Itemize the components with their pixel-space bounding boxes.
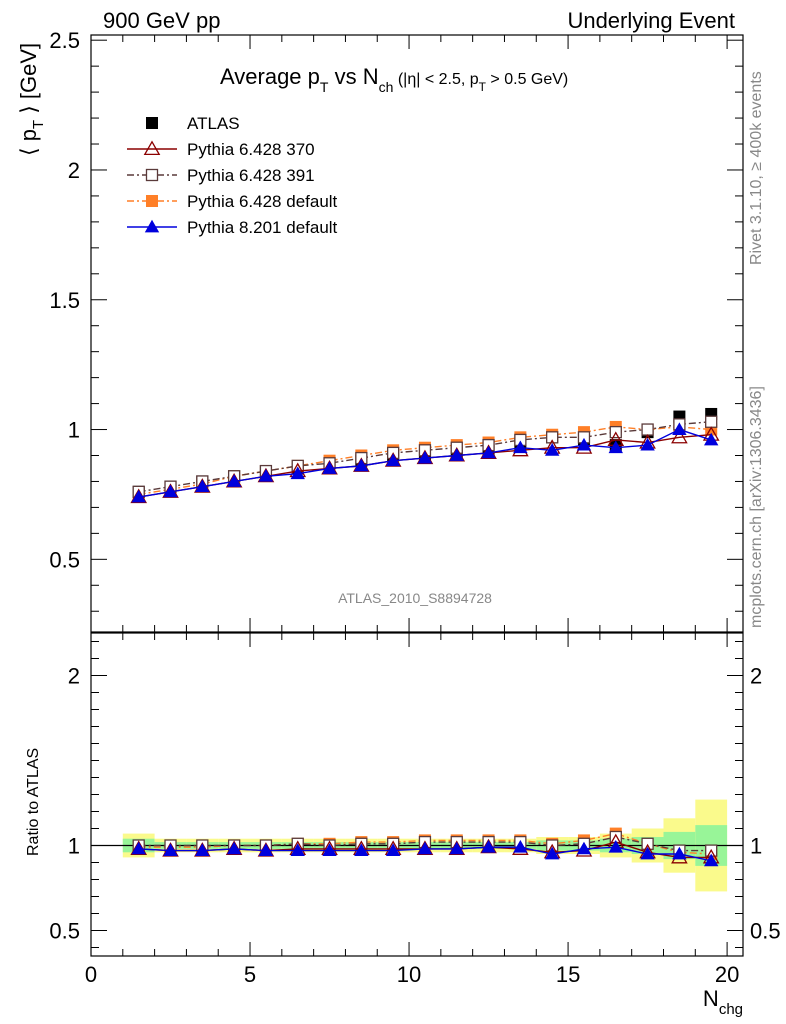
x-tick-label: 0 <box>85 962 97 987</box>
data-point <box>513 440 528 454</box>
data-point <box>705 415 718 428</box>
data-point <box>481 840 496 853</box>
legend-marker <box>144 219 160 233</box>
data-point <box>226 841 242 855</box>
main-panel-frame <box>90 34 744 633</box>
data-point <box>195 843 210 856</box>
ratio-y-tick-label: 1 <box>68 834 80 859</box>
legend-marker <box>145 168 159 182</box>
data-point <box>195 479 210 493</box>
legend-entry: ATLAS <box>146 114 240 133</box>
ratio-y-tick-label-right: 2 <box>750 664 762 689</box>
header-right: Underlying Event <box>567 8 735 33</box>
x-tick-label: 10 <box>397 962 421 987</box>
x-tick-label: 20 <box>715 962 739 987</box>
data-point <box>481 445 496 459</box>
data-point <box>322 461 337 474</box>
x-tick-label: 5 <box>244 962 256 987</box>
data-point <box>671 428 688 444</box>
data-point <box>449 448 464 461</box>
ratio-y-tick-label-right: 0.5 <box>750 919 781 944</box>
data-point <box>385 453 401 467</box>
mcplots-label: mcplots.cern.ch [arXiv:1306.3436] <box>748 386 765 628</box>
legend-label: Pythia 6.428 default <box>187 192 338 211</box>
data-point <box>417 450 433 464</box>
data-point <box>258 469 274 482</box>
y-tick-label: 1.5 <box>49 288 80 313</box>
data-point <box>163 484 178 498</box>
axes: 0 5 10 15 20 0.5 1 1.5 2 2.5 0.5 0.5 1 1 2 2 <box>49 28 780 987</box>
x-tick-label: 15 <box>556 962 580 987</box>
analysis-watermark: ATLAS_2010_S8894728 <box>338 590 492 606</box>
legend-label: Pythia 6.428 391 <box>187 166 315 185</box>
data-point <box>322 843 337 856</box>
data-point <box>608 440 623 454</box>
data-point <box>546 431 559 444</box>
ratio-panel-frame <box>90 632 744 957</box>
data-point <box>226 474 242 487</box>
y-tick-label: 0.5 <box>49 547 80 572</box>
data-point <box>131 489 146 503</box>
legend-label: Pythia 6.428 370 <box>187 140 315 159</box>
ratio-y-tick-label: 0.5 <box>49 919 80 944</box>
rivet-label: Rivet 3.1.10, ≥ 400k events <box>748 71 765 265</box>
main-series-pythia-6-428-370 <box>130 426 720 504</box>
data-point <box>544 443 560 456</box>
legend: ATLAS Pythia 6.428 370 Pythia 6.428 391 Pyt… <box>127 114 338 237</box>
data-point <box>672 846 687 860</box>
legend-entry: Pythia 6.428 391 <box>127 166 315 185</box>
ratio-y-tick-label-right: 1 <box>750 834 762 859</box>
data-point <box>290 466 305 480</box>
legend-marker <box>143 140 161 156</box>
data-point <box>544 846 560 860</box>
ratio-y-tick-label: 2 <box>68 664 80 689</box>
y-axis-label-ratio: Ratio to ATLAS <box>25 748 42 856</box>
data-point <box>449 841 464 855</box>
y-tick-label: 2.5 <box>49 28 80 53</box>
data-series <box>130 407 720 867</box>
data-point <box>385 843 401 856</box>
legend-marker <box>146 117 158 129</box>
data-point <box>641 423 654 436</box>
data-point <box>703 432 719 446</box>
data-point <box>576 841 592 855</box>
legend-marker <box>146 195 158 207</box>
legend-label: ATLAS <box>187 114 240 133</box>
y-tick-label: 2 <box>68 158 80 183</box>
data-point <box>354 458 369 472</box>
data-point <box>513 840 528 853</box>
ratio-series-pythia-8-201-default <box>131 840 719 867</box>
legend-label: Pythia 8.201 default <box>187 218 338 237</box>
header-left: 900 GeV pp <box>103 8 220 33</box>
y-tick-label: 1 <box>68 418 80 443</box>
legend-entry: Pythia 6.428 default <box>127 192 338 211</box>
data-point <box>672 422 687 435</box>
x-axis-label: Nchg <box>703 986 743 1018</box>
legend-entry: Pythia 8.201 default <box>127 218 338 237</box>
main-series-pythia-8-201-default <box>131 422 719 503</box>
data-point <box>131 841 146 855</box>
legend-entry: Pythia 6.428 370 <box>127 140 315 159</box>
data-point <box>640 437 655 451</box>
data-point <box>163 843 178 856</box>
data-point <box>354 843 369 856</box>
data-point <box>290 843 305 856</box>
data-point <box>608 840 623 853</box>
data-point <box>640 846 655 860</box>
data-point <box>576 437 592 451</box>
data-point <box>258 843 274 856</box>
plot-title: Average pT vs Nch (|η| < 2.5, pT > 0.5 G… <box>220 64 568 95</box>
data-point <box>417 841 433 855</box>
data-point <box>703 853 719 867</box>
y-axis-label-top: ⟨ pT ⟩ [GeV] <box>16 43 47 156</box>
